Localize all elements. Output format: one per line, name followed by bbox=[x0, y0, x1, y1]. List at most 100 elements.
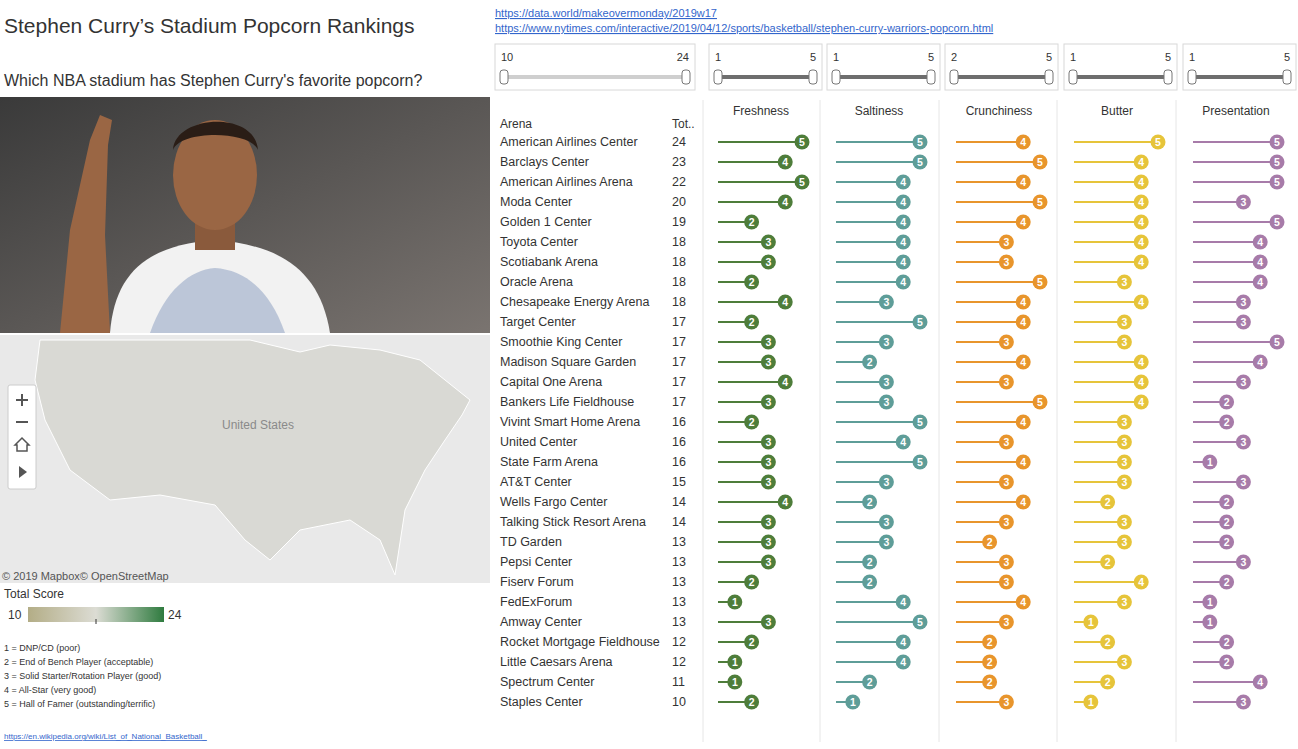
total-value: 23 bbox=[672, 155, 686, 169]
data-label: 3 bbox=[1240, 316, 1246, 328]
lollipop-head bbox=[1100, 675, 1115, 690]
data-label: 2 bbox=[749, 276, 755, 288]
filter-handle[interactable] bbox=[500, 70, 508, 84]
footer-link[interactable]: https://en.wikipedia.org/wiki/List_of_Na… bbox=[4, 732, 207, 741]
arena-label: Capital One Arena bbox=[500, 375, 602, 389]
lollipop-stem bbox=[956, 601, 1023, 603]
total-value: 22 bbox=[672, 175, 686, 189]
lollipop-stem bbox=[718, 181, 802, 183]
filter: 25 bbox=[945, 44, 1058, 90]
data-label: 3 bbox=[883, 296, 889, 308]
filter-handle[interactable] bbox=[1164, 70, 1172, 84]
source-link[interactable]: https://data.world/makeovermonday/2019w1… bbox=[495, 7, 717, 19]
data-label: 2 bbox=[867, 676, 873, 688]
data-label: 4 bbox=[1020, 596, 1026, 608]
filter-handle[interactable] bbox=[714, 70, 722, 84]
data-label: 4 bbox=[1020, 296, 1026, 308]
filter-track bbox=[1073, 75, 1168, 79]
lollipop-stem bbox=[1193, 441, 1243, 443]
lollipop-head bbox=[1117, 475, 1132, 490]
total-value: 16 bbox=[672, 435, 686, 449]
lollipop-stem bbox=[1074, 261, 1141, 263]
lollipop-head bbox=[1016, 595, 1031, 610]
lollipop-head bbox=[999, 255, 1014, 270]
filter-box bbox=[709, 44, 822, 90]
lollipop-head bbox=[1202, 595, 1217, 610]
data-label: 4 bbox=[782, 196, 788, 208]
filter-handle[interactable] bbox=[950, 70, 958, 84]
lollipop-stem bbox=[956, 321, 1023, 323]
lollipop-stem bbox=[718, 441, 768, 443]
data-label: 5 bbox=[917, 616, 923, 628]
lollipop-stem bbox=[836, 461, 920, 463]
source-link[interactable]: https://www.nytimes.com/interactive/2019… bbox=[495, 22, 993, 34]
lollipop-head bbox=[862, 355, 877, 370]
data-label: 5 bbox=[1274, 176, 1280, 188]
data-label: 4 bbox=[1138, 156, 1144, 168]
data-label: 3 bbox=[1121, 536, 1127, 548]
column-header: Saltiness bbox=[855, 104, 904, 118]
data-label: 3 bbox=[1240, 376, 1246, 388]
total-value: 16 bbox=[672, 455, 686, 469]
lollipop-head bbox=[879, 475, 894, 490]
data-label: 4 bbox=[900, 216, 906, 228]
total-value: 13 bbox=[672, 595, 686, 609]
data-label: 3 bbox=[1121, 316, 1127, 328]
data-label: 4 bbox=[1138, 216, 1144, 228]
arena-label: Amway Center bbox=[500, 615, 582, 629]
filter-handle[interactable] bbox=[1188, 70, 1196, 84]
column-header: Freshness bbox=[733, 104, 789, 118]
filter-handle[interactable] bbox=[1069, 70, 1077, 84]
data-label: 2 bbox=[987, 676, 993, 688]
lollipop-head bbox=[1134, 255, 1149, 270]
lollipop-head bbox=[1117, 335, 1132, 350]
data-label: 4 bbox=[1138, 296, 1144, 308]
lollipop-head bbox=[896, 435, 911, 450]
data-label: 4 bbox=[782, 376, 788, 388]
lollipop-stem bbox=[1193, 381, 1243, 383]
data-label: 2 bbox=[987, 636, 993, 648]
lollipop-head bbox=[1016, 495, 1031, 510]
lollipop-stem bbox=[836, 381, 886, 383]
data-label: 4 bbox=[900, 176, 906, 188]
filter-max: 5 bbox=[1284, 51, 1290, 63]
lollipop-head bbox=[1236, 475, 1251, 490]
lollipop-head bbox=[778, 155, 793, 170]
lollipop-head bbox=[744, 635, 759, 650]
lollipop-stem bbox=[718, 141, 802, 143]
lollipop-head bbox=[999, 555, 1014, 570]
filter-handle[interactable] bbox=[927, 70, 935, 84]
data-label: 4 bbox=[1138, 356, 1144, 368]
lollipop-head bbox=[1253, 275, 1268, 290]
lollipop-head bbox=[1236, 295, 1251, 310]
filter-handle[interactable] bbox=[1045, 70, 1053, 84]
data-label: 3 bbox=[1240, 696, 1246, 708]
total-value: 15 bbox=[672, 475, 686, 489]
filter-min: 1 bbox=[1070, 51, 1076, 63]
data-label: 3 bbox=[1003, 376, 1009, 388]
arena-label: Staples Center bbox=[500, 695, 583, 709]
filter-handle[interactable] bbox=[809, 70, 817, 84]
filter-handle[interactable] bbox=[682, 70, 690, 84]
lollipop-stem bbox=[956, 701, 1006, 703]
lollipop-stem bbox=[1074, 601, 1124, 603]
lollipop-stem bbox=[1074, 301, 1141, 303]
lollipop-stem bbox=[836, 261, 903, 263]
note: 3 = Solid Starter/Rotation Player (good) bbox=[4, 671, 161, 681]
filter-handle[interactable] bbox=[1283, 70, 1291, 84]
photo-bg bbox=[0, 97, 490, 333]
data-label: 5 bbox=[1274, 156, 1280, 168]
column-separator bbox=[1057, 100, 1058, 742]
filter-handle[interactable] bbox=[832, 70, 840, 84]
lollipop-head bbox=[1134, 295, 1149, 310]
data-label: 4 bbox=[1138, 256, 1144, 268]
lollipop-stem bbox=[956, 261, 1006, 263]
lollipop-stem bbox=[956, 481, 1006, 483]
lollipop-stem bbox=[956, 361, 1023, 363]
lollipop-head bbox=[1219, 515, 1234, 530]
data-label: 3 bbox=[1003, 576, 1009, 588]
data-label: 4 bbox=[1020, 356, 1026, 368]
data-label: 3 bbox=[1003, 616, 1009, 628]
data-label: 4 bbox=[782, 296, 788, 308]
arena-label: Golden 1 Center bbox=[500, 215, 592, 229]
